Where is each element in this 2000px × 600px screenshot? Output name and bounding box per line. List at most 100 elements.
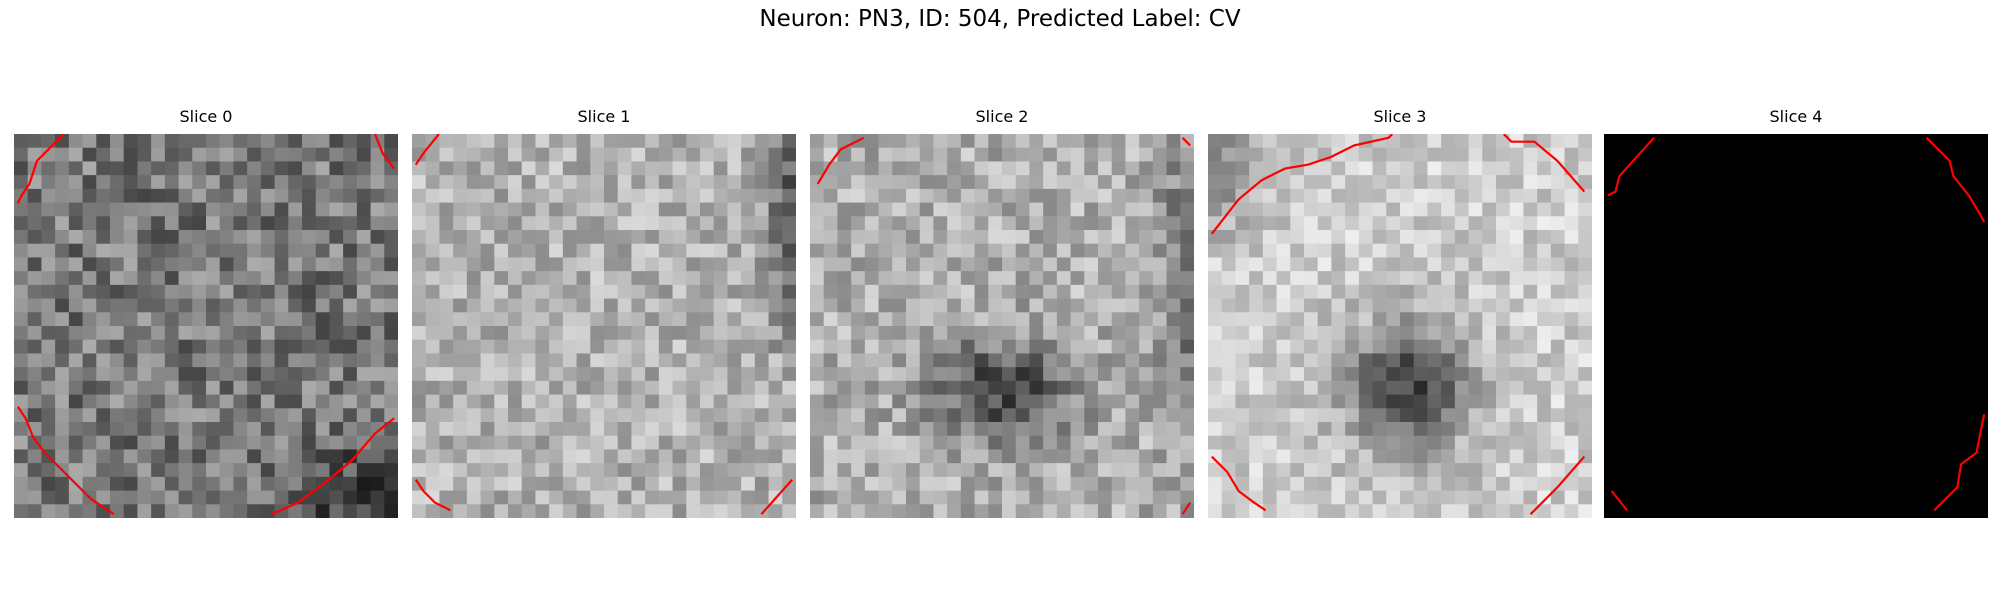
pixel-cell <box>1523 257 1538 272</box>
pixel-cell <box>892 257 907 272</box>
pixel-cell <box>27 243 43 259</box>
pixel-cell <box>1427 380 1442 396</box>
pixel-cell <box>384 394 398 409</box>
pixel-cell <box>1946 134 1962 149</box>
pixel-cell <box>535 312 550 327</box>
pixel-cell <box>1658 449 1674 464</box>
pixel-cell <box>1098 257 1113 272</box>
pixel-cell <box>1070 257 1085 272</box>
pixel-cell <box>1809 243 1825 259</box>
pixel-cell <box>549 476 564 492</box>
pixel-cell <box>1235 422 1250 437</box>
pixel-cell <box>1713 161 1729 176</box>
pixel-cell <box>837 284 852 300</box>
pixel-cell <box>1056 298 1072 313</box>
pixel-cell <box>645 476 660 492</box>
pixel-cell <box>1029 298 1044 313</box>
pixel-cell <box>1631 257 1646 272</box>
pixel-cell <box>1713 435 1729 451</box>
pixel-cell <box>1509 230 1525 245</box>
pixel-cell <box>206 504 221 518</box>
pixel-cell <box>1139 394 1154 409</box>
pixel-cell <box>1056 188 1072 204</box>
pixel-cell <box>219 476 235 492</box>
pixel-cell <box>1386 476 1401 492</box>
pixel-cell <box>562 243 578 259</box>
pixel-cell <box>521 326 537 341</box>
pixel-cell <box>741 408 756 423</box>
pixel-cell <box>274 284 289 300</box>
pixel-cell <box>1249 326 1264 341</box>
pixel-cell <box>672 490 687 505</box>
pixel-cell <box>274 243 289 259</box>
pixel-cell <box>1741 394 1756 409</box>
pixel-cell <box>110 243 125 259</box>
pixel-cell <box>1823 394 1838 409</box>
pixel-cell <box>1509 408 1525 423</box>
pixel-cell <box>974 435 989 451</box>
pixel-cell <box>1809 490 1825 505</box>
pixel-cell <box>1727 134 1742 149</box>
pixel-cell <box>727 230 742 245</box>
pixel-cell <box>1645 476 1660 492</box>
pixel-cell <box>741 147 756 163</box>
pixel-cell <box>947 271 962 286</box>
pixel-cell <box>1837 326 1852 341</box>
pixel-cell <box>41 243 56 259</box>
pixel-cell <box>315 257 331 272</box>
pixel-cell <box>1604 504 1619 518</box>
pixel-cell <box>1084 490 1099 505</box>
pixel-cell <box>110 175 125 190</box>
pixel-cell <box>260 243 276 259</box>
pixel-cell <box>604 284 619 300</box>
pixel-cell <box>1441 202 1456 217</box>
pixel-cell <box>508 408 523 423</box>
pixel-cell <box>1152 380 1168 396</box>
pixel-cell <box>947 134 962 149</box>
pixel-cell <box>1468 463 1483 478</box>
pixel-cell <box>68 353 84 368</box>
pixel-cell <box>960 408 976 423</box>
pixel-cell <box>1180 422 1194 437</box>
pixel-cell <box>1878 353 1893 368</box>
pixel-cell <box>412 134 427 149</box>
pixel-cell <box>1960 408 1975 423</box>
pixel-cell <box>494 147 509 163</box>
pixel-cell <box>192 380 207 396</box>
pixel-cell <box>810 408 825 423</box>
pixel-cell <box>1974 394 1988 409</box>
pixel-cell <box>1084 216 1099 231</box>
pixel-cell <box>1796 435 1811 451</box>
contour-line <box>270 417 395 516</box>
pixel-cell <box>1372 230 1387 245</box>
pixel-cell <box>1180 147 1194 163</box>
pixel-cell <box>1754 243 1770 259</box>
pixel-cell <box>1358 257 1374 272</box>
pixel-cell <box>810 202 825 217</box>
pixel-cell <box>508 161 523 176</box>
pixel-cell <box>1837 435 1852 451</box>
pixel-cell <box>274 271 289 286</box>
pixel-cell <box>288 230 303 245</box>
pixel-cell <box>1070 339 1085 355</box>
pixel-cell <box>1098 504 1113 518</box>
pixel-cell <box>14 476 29 492</box>
pixel-cell <box>1208 271 1223 286</box>
pixel-cell <box>1617 463 1633 478</box>
pixel-cell <box>123 134 139 149</box>
pixel-cell <box>617 449 633 464</box>
pixel-cell <box>1358 284 1374 300</box>
pixel-cell <box>810 284 825 300</box>
pixel-cell <box>466 175 482 190</box>
pixel-cell <box>1905 147 1921 163</box>
pixel-cell <box>27 147 43 163</box>
pixel-cell <box>453 504 468 518</box>
pixel-cell <box>1564 326 1579 341</box>
pixel-cell <box>14 202 29 217</box>
pixel-cell <box>1166 367 1181 382</box>
pixel-cell <box>1358 161 1374 176</box>
pixel-cell <box>247 408 262 423</box>
pixel-cell <box>631 504 646 518</box>
pixel-cell <box>370 326 385 341</box>
pixel-cell <box>1331 161 1346 176</box>
